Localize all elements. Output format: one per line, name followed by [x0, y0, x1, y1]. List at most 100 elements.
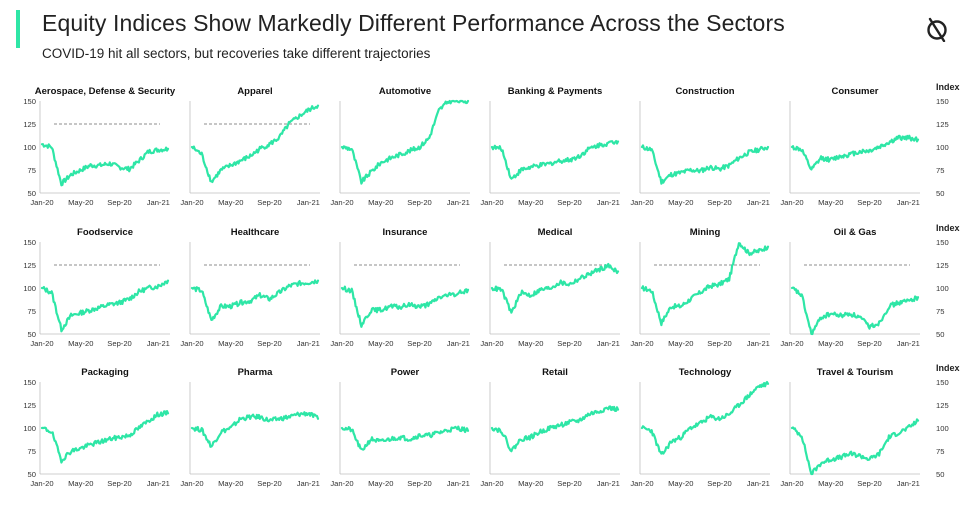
x-tick-label: Sep-20	[407, 479, 432, 488]
index-axis-label: Index	[936, 223, 960, 233]
x-tick-label: Sep-20	[107, 198, 132, 207]
x-tick-label: Jan-20	[780, 339, 803, 348]
series-line	[340, 99, 470, 185]
y-tick-label: 125	[23, 261, 36, 270]
x-tick-label: Sep-20	[257, 479, 282, 488]
x-tick-label: Jan-20	[780, 479, 803, 488]
y-tick-label-right: 150	[936, 378, 949, 387]
y-tick-label: 75	[28, 166, 36, 175]
x-tick-label: Sep-20	[107, 339, 132, 348]
x-tick-label: Jan-21	[747, 479, 770, 488]
x-tick-label: May-20	[668, 198, 693, 207]
index-axis-label: Index	[936, 82, 960, 92]
x-tick-label: Jan-20	[180, 479, 203, 488]
x-tick-label: Jan-20	[330, 479, 353, 488]
x-tick-label: Sep-20	[257, 198, 282, 207]
y-tick-label: 150	[23, 97, 36, 106]
x-tick-label: Jan-20	[180, 339, 203, 348]
y-tick-label-right: 50	[936, 330, 944, 339]
title-accent-bar	[16, 10, 20, 48]
x-tick-label: Jan-21	[447, 339, 470, 348]
series-line	[190, 104, 320, 184]
y-tick-label: 150	[23, 238, 36, 247]
x-tick-label: May-20	[368, 339, 393, 348]
y-tick-label: 125	[23, 401, 36, 410]
y-tick-label-right: 100	[936, 284, 949, 293]
x-tick-label: Jan-21	[597, 479, 620, 488]
x-tick-label: Jan-21	[297, 339, 320, 348]
series-line	[790, 418, 920, 476]
x-tick-label: May-20	[518, 198, 543, 207]
panel-title: Aerospace, Defense & Security	[35, 86, 176, 97]
y-tick-label: 50	[28, 330, 36, 339]
x-tick-label: Sep-20	[107, 479, 132, 488]
x-tick-label: Sep-20	[557, 339, 582, 348]
page-subtitle: COVID-19 hit all sectors, but recoveries…	[42, 46, 431, 61]
x-tick-label: Jan-21	[147, 339, 170, 348]
x-tick-label: May-20	[668, 339, 693, 348]
x-tick-label: Sep-20	[557, 479, 582, 488]
x-tick-label: Sep-20	[857, 198, 882, 207]
x-tick-label: May-20	[68, 479, 93, 488]
x-tick-label: Jan-20	[780, 198, 803, 207]
panel-title: Retail	[542, 367, 568, 378]
x-tick-label: Jan-21	[897, 339, 920, 348]
panel-title: Consumer	[832, 86, 879, 97]
y-tick-label-right: 125	[936, 261, 949, 270]
panel-title: Insurance	[383, 227, 428, 238]
x-tick-label: Jan-21	[747, 339, 770, 348]
x-tick-label: May-20	[668, 479, 693, 488]
x-tick-label: May-20	[218, 198, 243, 207]
panel-title: Automotive	[379, 86, 431, 97]
series-line	[790, 134, 920, 171]
y-tick-label: 50	[28, 189, 36, 198]
panel-title: Banking & Payments	[508, 86, 603, 97]
y-tick-label: 100	[23, 143, 36, 152]
x-tick-label: Jan-21	[147, 479, 170, 488]
y-tick-label-right: 50	[936, 189, 944, 198]
y-tick-label: 150	[23, 378, 36, 387]
series-line	[490, 405, 620, 453]
x-tick-label: Jan-20	[30, 479, 53, 488]
y-tick-label: 100	[23, 284, 36, 293]
panel-title: Power	[391, 367, 420, 378]
y-tick-label: 50	[28, 470, 36, 479]
x-tick-label: May-20	[368, 479, 393, 488]
series-line	[40, 410, 170, 464]
x-tick-label: Sep-20	[707, 198, 732, 207]
panel-title: Apparel	[237, 86, 272, 97]
x-tick-label: Jan-21	[747, 198, 770, 207]
x-tick-label: Jan-21	[147, 198, 170, 207]
y-tick-label-right: 75	[936, 307, 944, 316]
x-tick-label: May-20	[818, 339, 843, 348]
series-line	[790, 286, 920, 336]
x-tick-label: Jan-21	[297, 198, 320, 207]
series-line	[640, 144, 770, 185]
x-tick-label: Jan-21	[897, 479, 920, 488]
x-tick-label: Sep-20	[407, 198, 432, 207]
x-tick-label: Jan-21	[897, 198, 920, 207]
x-tick-label: Jan-20	[180, 198, 203, 207]
panel-title: Mining	[690, 227, 721, 238]
x-tick-label: Sep-20	[857, 479, 882, 488]
x-tick-label: Sep-20	[407, 339, 432, 348]
panel-title: Pharma	[238, 367, 274, 378]
panel-title: Oil & Gas	[834, 227, 877, 238]
x-tick-label: Sep-20	[557, 198, 582, 207]
x-tick-label: Sep-20	[857, 339, 882, 348]
x-tick-label: Jan-20	[30, 339, 53, 348]
y-tick-label-right: 125	[936, 120, 949, 129]
panel-title: Packaging	[81, 367, 129, 378]
y-tick-label: 125	[23, 120, 36, 129]
x-tick-label: May-20	[518, 339, 543, 348]
circle-slash-logo-icon	[927, 17, 947, 42]
page-title: Equity Indices Show Markedly Different P…	[42, 10, 785, 36]
panel-title: Medical	[538, 227, 573, 238]
y-tick-label: 100	[23, 424, 36, 433]
series-line	[190, 411, 320, 448]
series-line	[40, 279, 170, 333]
x-tick-label: Jan-20	[630, 339, 653, 348]
series-line	[640, 381, 770, 455]
x-tick-label: Jan-20	[30, 198, 53, 207]
